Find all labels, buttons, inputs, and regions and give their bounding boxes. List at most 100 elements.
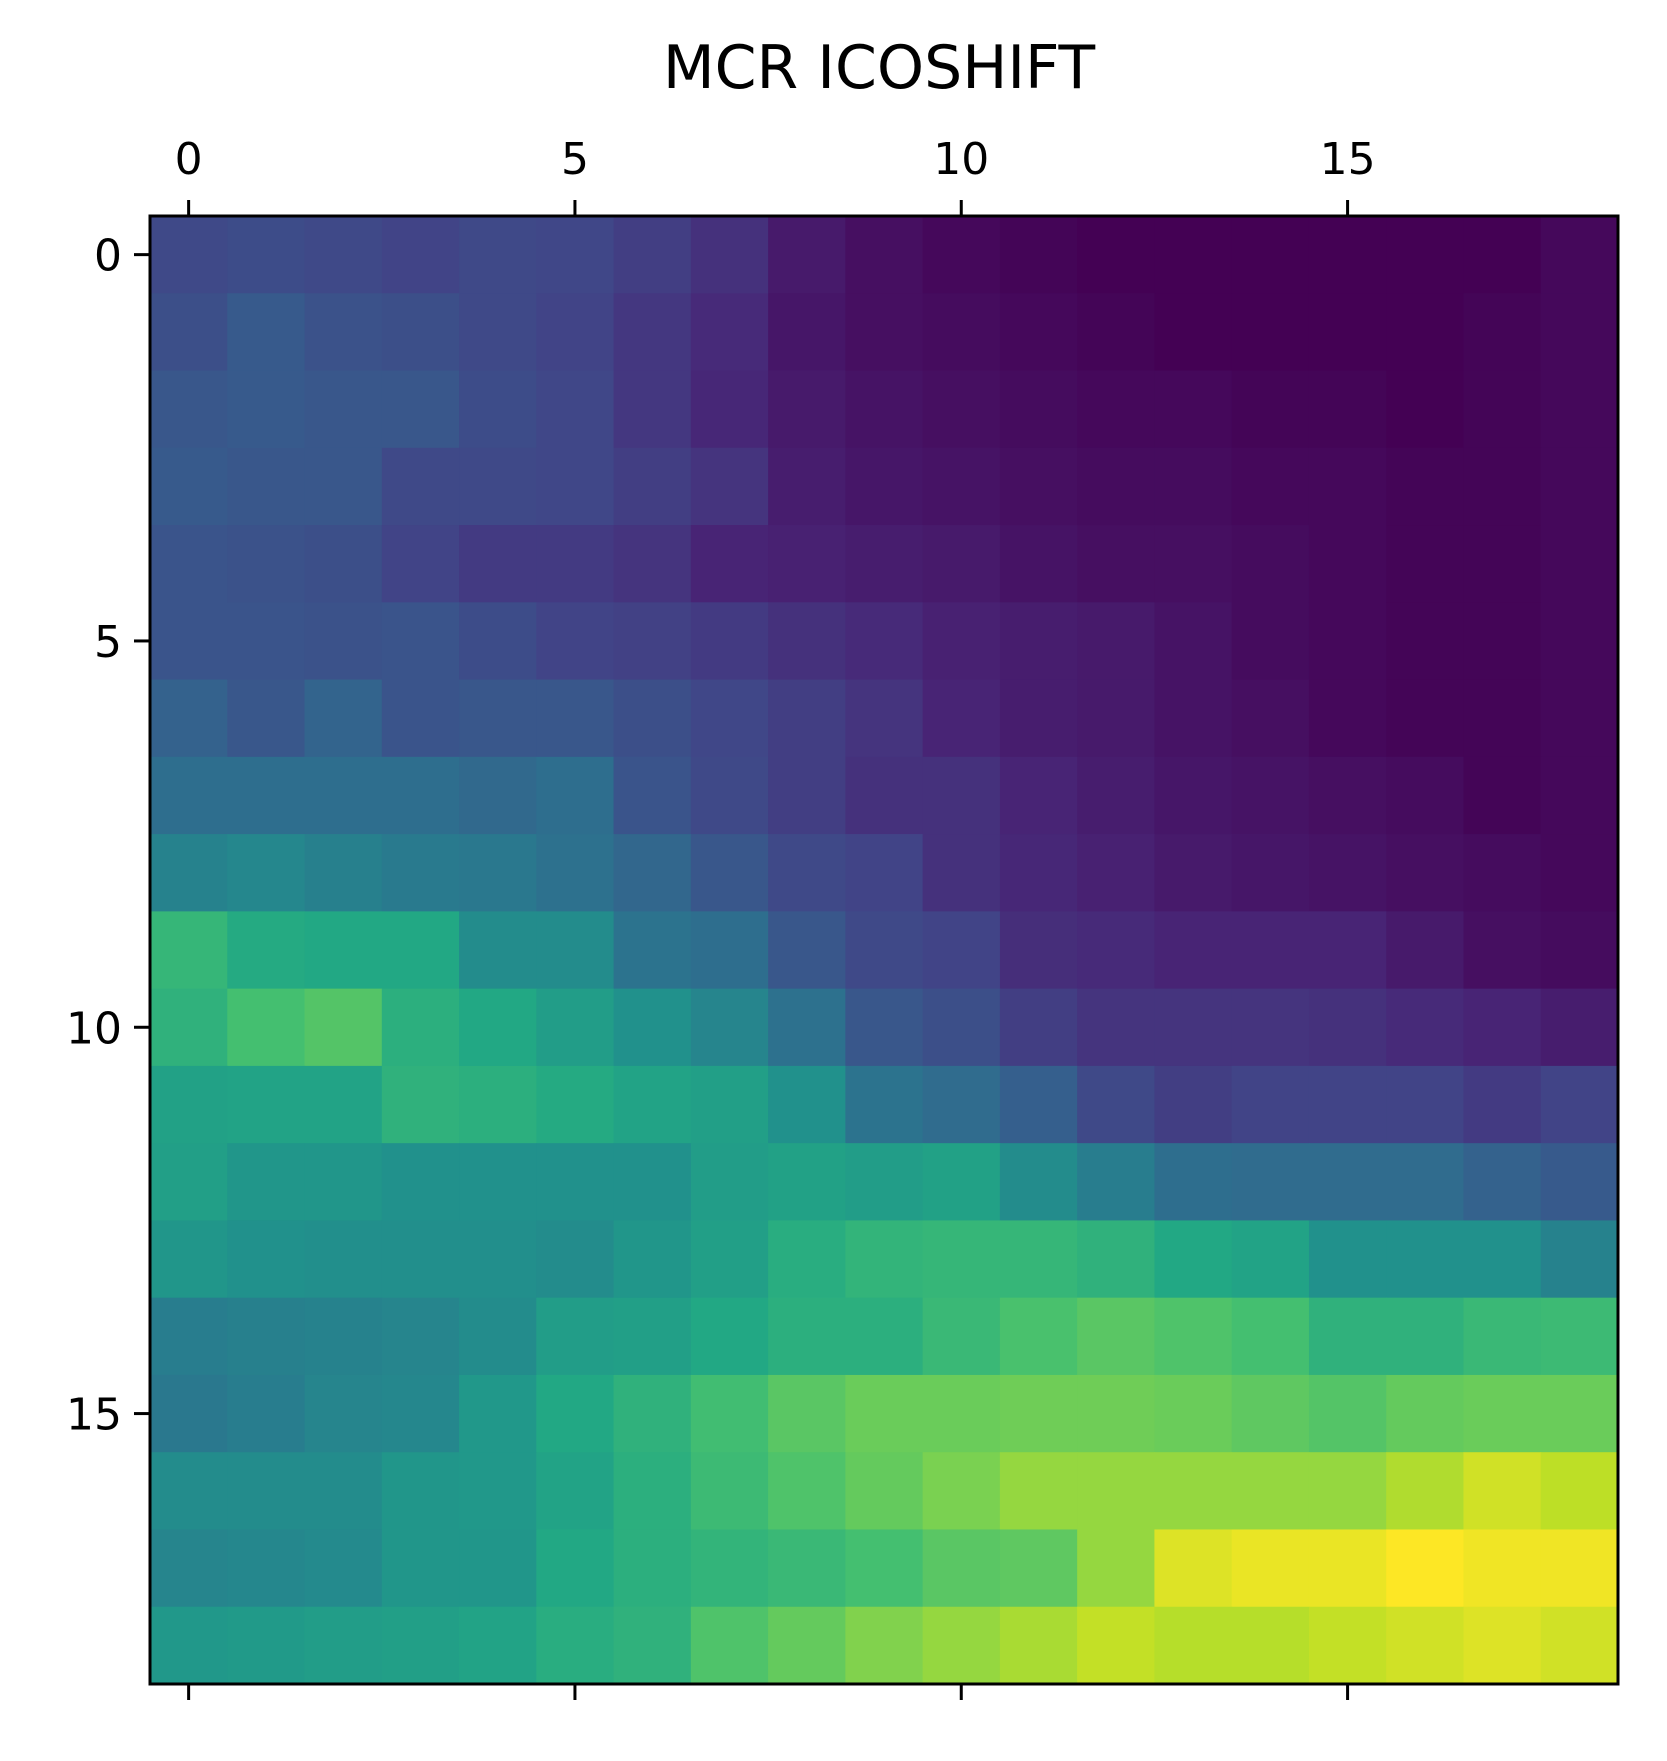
heatmap-cell — [1308, 1374, 1387, 1453]
heatmap-cell — [304, 293, 383, 372]
heatmap-cell — [227, 834, 306, 912]
heatmap-cell — [845, 1452, 924, 1531]
heatmap-cell — [768, 1143, 846, 1222]
heatmap-cell — [459, 988, 537, 1067]
heatmap-cell — [1308, 834, 1387, 912]
heatmap-cell — [1077, 1065, 1156, 1144]
heatmap-cell — [768, 216, 846, 294]
heatmap-cell — [381, 988, 460, 1067]
heatmap-cell — [690, 1220, 769, 1299]
heatmap-cell — [1308, 1220, 1387, 1299]
heatmap-cell — [613, 1220, 692, 1299]
heatmap-cell — [1077, 1529, 1156, 1608]
heatmap-cell — [227, 1297, 306, 1376]
heatmap-cell — [845, 525, 924, 603]
heatmap-cell — [1308, 1065, 1387, 1144]
heatmap-cell — [768, 1065, 846, 1144]
heatmap-cell — [690, 293, 769, 372]
heatmap-cell — [1386, 1143, 1465, 1222]
heatmap-cell — [227, 756, 306, 835]
heatmap-cell — [1154, 679, 1233, 758]
heatmap-cell — [1386, 834, 1465, 912]
heatmap-cell — [381, 1220, 460, 1299]
heatmap-cell — [536, 1220, 615, 1299]
heatmap-cell — [304, 1606, 383, 1685]
heatmap-cell — [1231, 1529, 1310, 1608]
heatmap-cell — [150, 525, 228, 603]
heatmap-cell — [536, 370, 615, 449]
heatmap-cell — [1154, 911, 1233, 990]
heatmap-cell — [536, 1374, 615, 1453]
heatmap-cell — [1308, 988, 1387, 1067]
heatmap-cell — [536, 1143, 615, 1222]
heatmap-cell — [845, 834, 924, 912]
heatmap-cell — [1386, 1452, 1465, 1531]
heatmap-cell — [1540, 988, 1619, 1067]
heatmap-cell — [381, 370, 460, 449]
heatmap-cell — [768, 447, 846, 526]
heatmap-cell — [690, 370, 769, 449]
heatmap-cell — [1540, 1606, 1619, 1685]
heatmap-cell — [768, 834, 846, 912]
heatmap-cell — [536, 756, 615, 835]
heatmap-cell — [768, 525, 846, 603]
heatmap-cell — [922, 602, 1001, 681]
heatmap-cell — [768, 988, 846, 1067]
heatmap-cell — [1463, 1220, 1542, 1299]
heatmap-cell — [1308, 911, 1387, 990]
heatmap-cell — [1154, 1220, 1233, 1299]
heatmap-cell — [1077, 756, 1156, 835]
heatmap-cell — [536, 216, 615, 294]
heatmap-cell — [613, 911, 692, 990]
heatmap-cell — [536, 1606, 615, 1685]
heatmap-cell — [1154, 1143, 1233, 1222]
heatmap-cell — [845, 293, 924, 372]
heatmap-cell — [1154, 1529, 1233, 1608]
heatmap-cell — [1463, 1374, 1542, 1453]
heatmap-cell — [381, 293, 460, 372]
heatmap-cell — [150, 988, 228, 1067]
heatmap-cell — [304, 911, 383, 990]
heatmap-cell — [1308, 293, 1387, 372]
heatmap-cell — [1154, 834, 1233, 912]
heatmap-cell — [999, 988, 1078, 1067]
heatmap-cell — [459, 911, 537, 990]
heatmap-cell — [768, 1529, 846, 1608]
heatmap-cell — [922, 1220, 1001, 1299]
heatmap-cell — [227, 988, 306, 1067]
heatmap-cell — [1154, 447, 1233, 526]
heatmap-cell — [690, 525, 769, 603]
heatmap-cell — [1231, 911, 1310, 990]
heatmap-cell — [1308, 370, 1387, 449]
heatmap-cell — [613, 1065, 692, 1144]
heatmap-cell — [304, 370, 383, 449]
heatmap-cell — [1308, 602, 1387, 681]
heatmap-cell — [613, 679, 692, 758]
heatmap-cell — [613, 525, 692, 603]
heatmap-cell — [613, 1143, 692, 1222]
heatmap-cell — [768, 911, 846, 990]
heatmap-cell — [1154, 602, 1233, 681]
heatmap-cell — [1231, 1220, 1310, 1299]
heatmap-cell — [304, 216, 383, 294]
heatmap-cell — [1463, 447, 1542, 526]
heatmap-cell — [613, 988, 692, 1067]
heatmap-cell — [150, 834, 228, 912]
heatmap-cell — [1308, 1529, 1387, 1608]
heatmap-cell — [1231, 1374, 1310, 1453]
heatmap-cell — [922, 1452, 1001, 1531]
heatmap-cell — [613, 1297, 692, 1376]
heatmap-cell — [1154, 1374, 1233, 1453]
heatmap-cell — [690, 1143, 769, 1222]
heatmap-cell — [768, 1452, 846, 1531]
heatmap-cell — [922, 988, 1001, 1067]
heatmap-cell — [381, 1606, 460, 1685]
heatmap-cell — [1386, 293, 1465, 372]
heatmap-cell — [690, 602, 769, 681]
heatmap-cell — [1231, 602, 1310, 681]
heatmap-cell — [922, 911, 1001, 990]
heatmap-cell — [613, 1606, 692, 1685]
heatmap-cell — [459, 1297, 537, 1376]
heatmap-cell — [845, 1529, 924, 1608]
heatmap-cell — [845, 1143, 924, 1222]
